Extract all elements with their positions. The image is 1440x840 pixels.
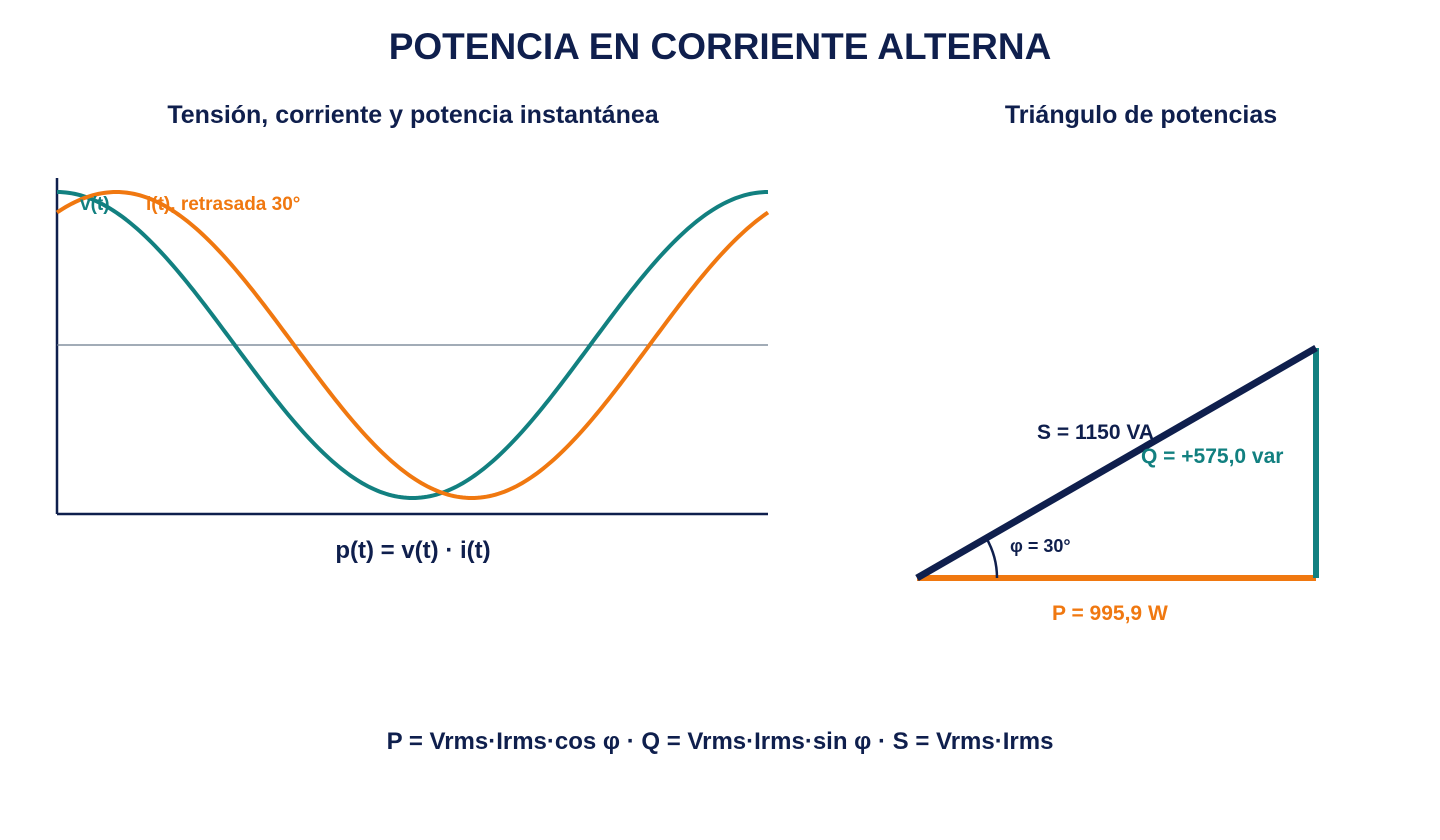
legend-voltage: v(t) [80, 194, 110, 215]
voltage-curve [56, 190, 769, 501]
current-curve [55, 189, 770, 501]
triangle-panel-subtitle: Triángulo de potencias [1004, 101, 1278, 129]
instantaneous-power-formula: p(t) = v(t) · i(t) [335, 537, 491, 564]
s-label: S = 1150 VA [1037, 421, 1154, 444]
legend-current: i(t), retrasada 30° [146, 194, 300, 215]
phi-angle-arc [985, 537, 999, 579]
power-formulas: P = Vrms·Irms·cos φ · Q = Vrms·Irms·sin … [386, 728, 1054, 755]
wave-chart: v(t) i(t), retrasada 30° [55, 178, 770, 516]
phi-label: φ = 30° [1010, 536, 1071, 556]
wave-panel-subtitle: Tensión, corriente y potencia instantáne… [167, 101, 659, 129]
power-triangle: S = 1150 VA Q = +575,0 var φ = 30° P = 9… [915, 344, 1319, 625]
apparent-power-side [915, 344, 1318, 582]
p-label: P = 995,9 W [1052, 602, 1168, 625]
q-label: Q = +575,0 var [1141, 445, 1283, 468]
page-title: POTENCIA EN CORRIENTE ALTERNA [388, 26, 1052, 67]
